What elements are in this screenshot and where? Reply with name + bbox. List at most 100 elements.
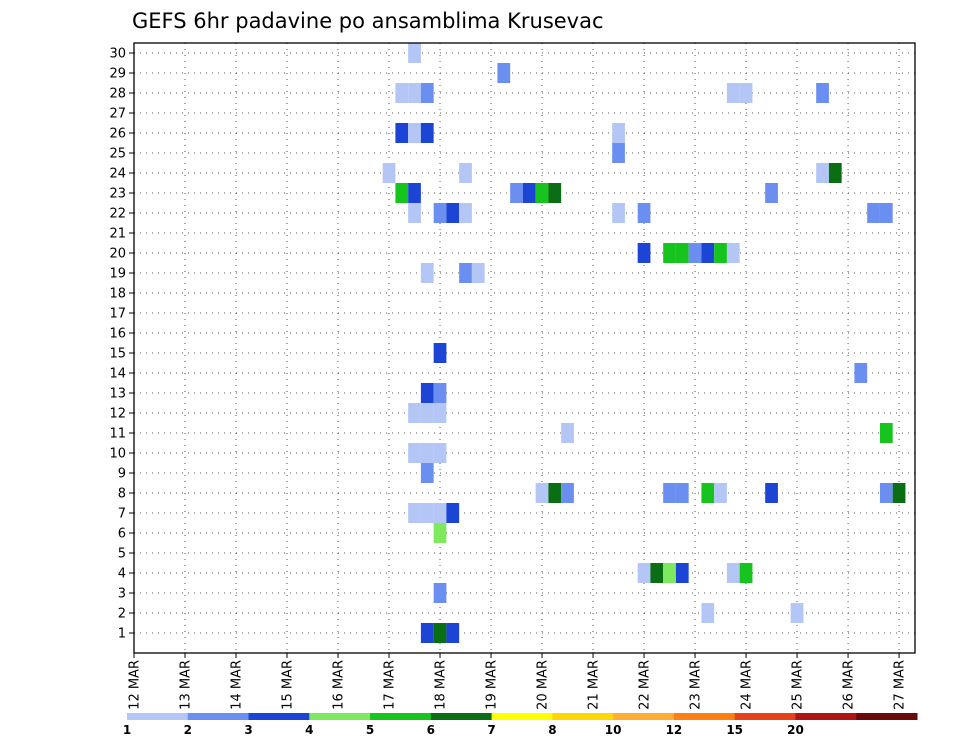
y-tick-label: 22 xyxy=(109,207,126,222)
heatmap-cell xyxy=(561,483,574,503)
heatmap-cell xyxy=(675,243,689,263)
heatmap-cell xyxy=(433,403,447,423)
heatmap-cell xyxy=(612,143,625,163)
heatmap-cell xyxy=(726,563,740,583)
color-legend: 1 2 3 4 5 6 7 8 10 12 15 20 xyxy=(123,713,918,737)
heatmap-cell xyxy=(879,203,893,223)
heatmap-cell xyxy=(816,83,829,103)
heatmap-cell xyxy=(548,483,562,503)
heatmap-cell xyxy=(459,263,472,283)
x-tick-label: 18 MAR xyxy=(434,660,449,710)
heatmap-cell xyxy=(637,243,651,263)
heatmap-cell xyxy=(408,83,421,103)
y-tick-label: 28 xyxy=(109,87,126,102)
legend-label: 15 xyxy=(726,723,743,737)
heatmap-cell xyxy=(395,83,409,103)
heatmap-cell xyxy=(420,623,434,643)
heatmap-cell xyxy=(701,603,715,623)
y-tick-label: 11 xyxy=(109,427,126,442)
y-tick-label: 13 xyxy=(109,387,126,402)
heatmap-cell xyxy=(395,183,409,203)
heatmap-cell xyxy=(459,163,472,183)
y-axis-ticks: 1234567891011121314151617181920212223242… xyxy=(109,47,134,642)
heatmap-cell xyxy=(446,203,460,223)
heatmap-cell xyxy=(446,623,460,643)
heatmap-cell xyxy=(382,163,396,183)
y-tick-label: 17 xyxy=(109,307,126,322)
legend-swatch xyxy=(856,713,918,720)
heatmap-cell xyxy=(408,43,421,63)
heatmap-cell xyxy=(663,483,676,503)
heatmap-cell xyxy=(522,183,536,203)
x-tick-label: 16 MAR xyxy=(332,660,347,710)
heatmap-cell xyxy=(650,563,664,583)
x-tick-label: 27 MAR xyxy=(893,660,908,710)
heatmap-cell xyxy=(408,403,421,423)
heatmap-cell xyxy=(535,483,549,503)
y-tick-label: 29 xyxy=(109,67,126,82)
chart-title: GEFS 6hr padavine po ansamblima Krusevac xyxy=(132,9,604,33)
heatmap-cell xyxy=(854,363,868,383)
y-tick-label: 1 xyxy=(118,627,126,642)
x-tick-label: 12 MAR xyxy=(128,660,143,710)
plot-frame xyxy=(133,42,916,654)
heatmap-cell xyxy=(548,183,562,203)
legend-label: 7 xyxy=(487,723,495,737)
heatmap-cell xyxy=(420,83,434,103)
legend-swatch xyxy=(187,713,250,720)
heatmap-cell xyxy=(433,523,447,543)
heatmap-cell xyxy=(701,483,715,503)
heatmap-cell xyxy=(701,243,715,263)
x-tick-label: 26 MAR xyxy=(842,660,857,710)
legend-swatch xyxy=(127,713,189,720)
y-tick-label: 15 xyxy=(109,347,126,362)
x-tick-label: 23 MAR xyxy=(689,660,704,710)
heatmap-cell xyxy=(612,123,625,143)
legend-label: 20 xyxy=(787,723,804,737)
y-tick-label: 6 xyxy=(118,527,126,542)
heatmap-cell xyxy=(408,123,421,143)
heatmap-cell xyxy=(675,483,689,503)
legend-swatch xyxy=(248,713,310,720)
heatmap-cell xyxy=(790,603,804,623)
y-tick-label: 4 xyxy=(118,567,126,582)
heatmap-cell xyxy=(663,563,676,583)
heatmap-cell xyxy=(408,503,421,523)
y-tick-label: 23 xyxy=(109,187,126,202)
heatmap-cell xyxy=(395,123,409,143)
y-tick-label: 12 xyxy=(109,407,126,422)
heatmap-cell xyxy=(765,183,778,203)
x-axis-ticks: 12 MAR 13 MAR 14 MAR 15 MAR 16 MAR 17 MAR 18 M… xyxy=(128,653,908,710)
y-tick-label: 19 xyxy=(109,267,126,282)
y-tick-label: 2 xyxy=(118,607,126,622)
x-tick-label: 21 MAR xyxy=(587,660,602,710)
heatmap-cell xyxy=(420,403,434,423)
heatmap-cell xyxy=(714,483,727,503)
legend-label: 8 xyxy=(548,723,556,737)
heatmap-cell xyxy=(433,203,447,223)
heatmap-cell xyxy=(726,243,740,263)
heatmap-cell xyxy=(675,563,689,583)
heatmap-cell xyxy=(433,383,447,403)
legend-swatch xyxy=(734,713,796,720)
heatmap-cell xyxy=(739,83,753,103)
heatmap-cell xyxy=(420,463,434,483)
heatmap-cell xyxy=(535,183,549,203)
y-tick-label: 9 xyxy=(118,467,126,482)
y-tick-label: 3 xyxy=(118,587,126,602)
legend-swatch xyxy=(795,713,857,720)
legend-label: 6 xyxy=(427,723,435,737)
x-tick-label: 19 MAR xyxy=(485,660,500,710)
heatmap-cell xyxy=(510,183,523,203)
legend-swatch xyxy=(309,713,371,720)
heatmap-cell xyxy=(497,63,511,83)
x-tick-label: 15 MAR xyxy=(281,660,296,710)
heatmap-cell xyxy=(433,623,447,643)
heatmap-cell xyxy=(816,163,829,183)
x-tick-label: 22 MAR xyxy=(638,660,653,710)
legend-label: 5 xyxy=(366,723,374,737)
heatmap-cells xyxy=(382,43,906,643)
heatmap-cell xyxy=(408,183,421,203)
legend-swatch xyxy=(613,713,675,720)
heatmap-cell xyxy=(879,423,893,443)
